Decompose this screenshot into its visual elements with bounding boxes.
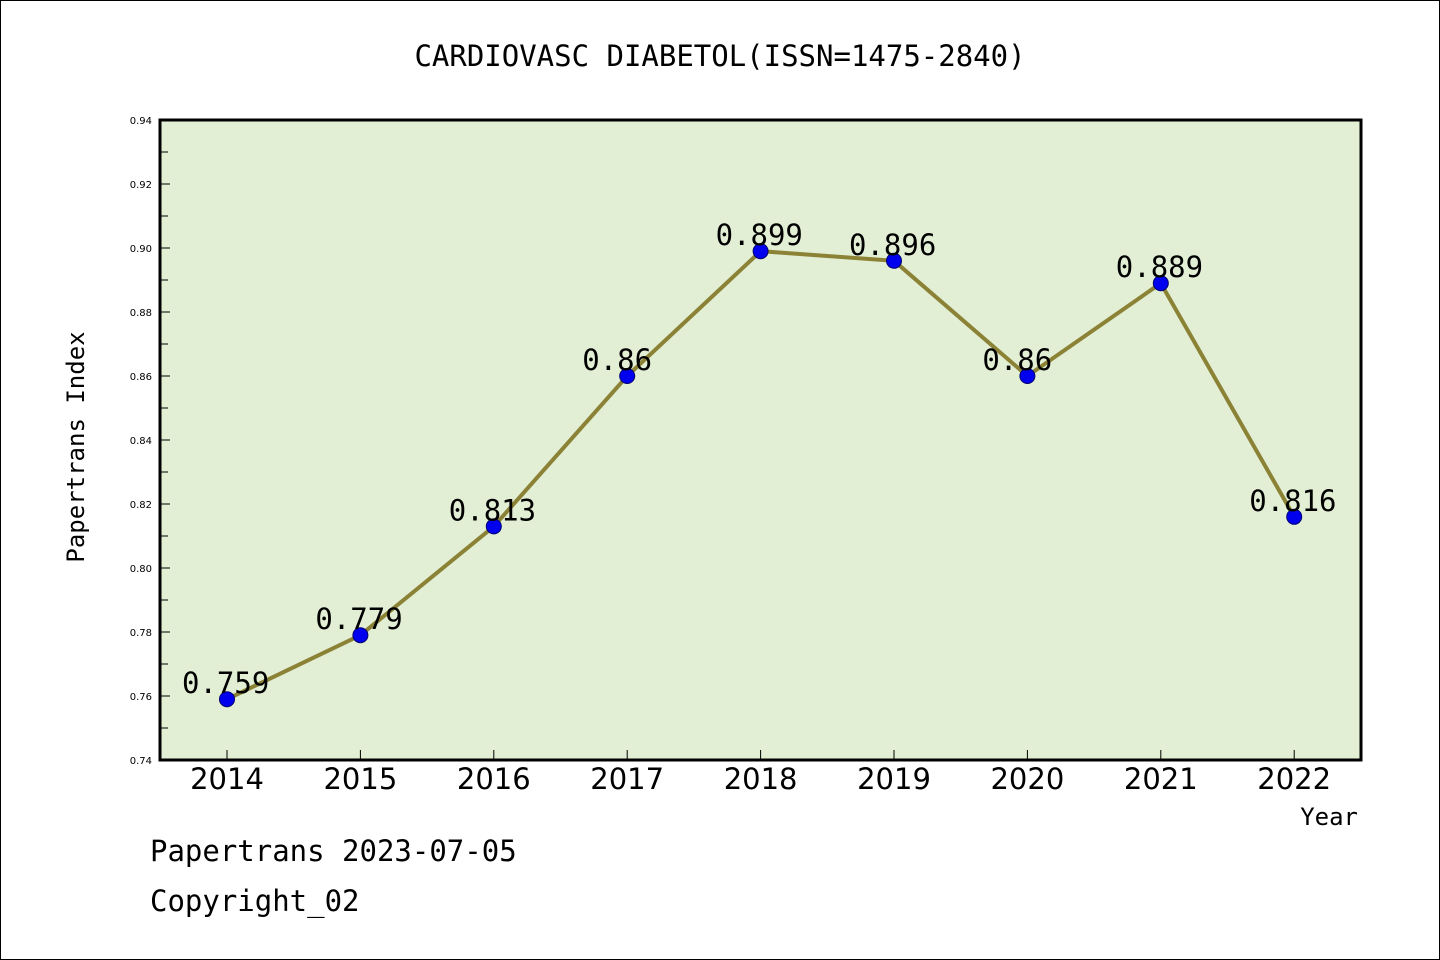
- data-point: [619, 368, 636, 384]
- x-tick-label: 2015: [323, 762, 397, 796]
- x-tick-label: 2021: [1124, 762, 1198, 796]
- y-tick-label: 0.90: [130, 244, 152, 255]
- y-tick-label: 0.88: [130, 308, 152, 319]
- data-label: 0.813: [449, 493, 536, 527]
- y-tick-label: 0.86: [130, 372, 152, 383]
- plot-area: [160, 120, 1361, 760]
- y-tick-label: 0.76: [130, 692, 152, 703]
- data-point: [485, 518, 502, 535]
- plot-border: [158, 118, 1363, 762]
- y-tick-label: 0.84: [130, 436, 152, 447]
- data-label: 0.896: [849, 228, 936, 262]
- x-tick-label: 2016: [457, 762, 531, 796]
- data-markers: [219, 243, 1303, 708]
- data-label: 0.86: [582, 343, 652, 377]
- y-tick-label: 0.74: [130, 756, 152, 767]
- footer-date-line: Papertrans 2023-07-05: [150, 834, 517, 868]
- x-tick-label: 2020: [990, 762, 1064, 796]
- chart-title: CARDIOVASC DIABETOL(ISSN=1475-2840): [414, 39, 1025, 73]
- data-point: [1152, 275, 1169, 292]
- x-axis: 2014 2015 2016 2017 2018 2019 2020 2021 2022: [190, 750, 1331, 796]
- data-point: [1286, 508, 1303, 525]
- y-tick-label: 0.94: [130, 116, 152, 127]
- data-point: [886, 252, 902, 269]
- y-tick-label: 0.92: [130, 180, 152, 191]
- data-label: 0.759: [182, 666, 269, 700]
- data-point: [752, 243, 769, 260]
- x-tick-label: 2018: [724, 762, 798, 796]
- data-label: 0.779: [315, 602, 402, 636]
- x-tick-label: 2017: [590, 762, 664, 796]
- x-tick-label: 2019: [857, 762, 931, 796]
- y-axis-label: Papertrans Index: [62, 331, 90, 562]
- data-label: 0.889: [1116, 250, 1203, 284]
- y-tick-label: 0.82: [130, 500, 152, 511]
- y-tick-label: 0.80: [130, 564, 152, 575]
- footer-copyright-line: Copyright_02: [150, 884, 360, 918]
- y-tick-label: 0.78: [130, 628, 152, 639]
- data-label: 0.86: [982, 343, 1052, 377]
- x-tick-label: 2014: [190, 762, 264, 796]
- data-point: [219, 691, 235, 708]
- x-axis-label: Year: [1300, 803, 1358, 831]
- data-point: [1019, 368, 1036, 384]
- data-label: 0.816: [1249, 484, 1336, 518]
- data-labels: 0.759 0.779 0.813 0.86 0.899 0.896 0.86 0.889 0.…: [182, 218, 1337, 700]
- y-axis: 0.74 0.76 0.78 0.80 0.82 0.84 0.86 0.88 0.90 0.92…: [130, 116, 170, 767]
- data-label: 0.899: [716, 218, 803, 252]
- x-tick-label: 2022: [1257, 762, 1331, 796]
- data-point: [352, 627, 369, 644]
